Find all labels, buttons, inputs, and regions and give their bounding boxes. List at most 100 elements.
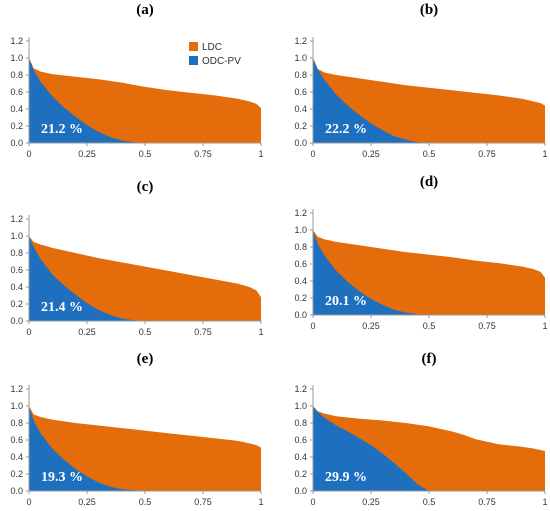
y-tick-label: 0.0: [10, 486, 23, 496]
y-tick-label: 0.2: [10, 121, 23, 131]
y-tick-label: 0.0: [10, 138, 23, 148]
x-tick-label: 0.25: [362, 149, 380, 159]
x-tick-label: 0.25: [78, 149, 96, 159]
x-tick-label: 0.5: [139, 149, 152, 159]
odc-pv-area: [313, 230, 545, 315]
x-tick-label: 0: [310, 149, 315, 159]
y-tick-label: 0.8: [10, 248, 23, 258]
y-tick-label: 0.6: [10, 87, 23, 97]
x-tick-label: 0.75: [478, 321, 496, 331]
y-tick-label: 1.2: [10, 214, 23, 224]
x-tick-label: 0: [310, 321, 315, 331]
y-tick-label: 0.4: [10, 104, 23, 114]
x-tick-label: 0.5: [423, 149, 436, 159]
ldc-area: [29, 58, 261, 143]
x-tick-label: 1: [258, 497, 263, 507]
y-tick-label: 0.8: [294, 418, 307, 428]
y-tick-label: 0.4: [294, 452, 307, 462]
odc-pv-area: [313, 58, 545, 143]
y-tick-label: 1.0: [294, 401, 307, 411]
odc-pv-percentage-label: 21.4 %: [41, 300, 83, 315]
odc-pv-area: [29, 236, 261, 321]
y-tick-label: 0.6: [294, 87, 307, 97]
y-tick-label: 0.8: [10, 70, 23, 80]
legend-label: ODC-PV: [202, 56, 241, 67]
y-tick-label: 0.0: [294, 310, 307, 320]
panel-label: (f): [422, 351, 437, 367]
x-tick-label: 1: [542, 497, 547, 507]
panel-label: (e): [137, 351, 154, 367]
odc-pv-percentage-label: 22.2 %: [325, 122, 367, 137]
x-tick-label: 0.75: [194, 327, 212, 337]
y-tick-label: 1.2: [294, 36, 307, 46]
x-tick-label: 0.25: [362, 321, 380, 331]
x-tick-label: 0.5: [423, 321, 436, 331]
odc-pv-percentage-label: 20.1 %: [325, 294, 367, 309]
y-tick-label: 0.0: [294, 138, 307, 148]
x-tick-label: 0: [26, 497, 31, 507]
y-tick-label: 0.2: [10, 299, 23, 309]
y-tick-label: 1.0: [10, 401, 23, 411]
y-tick-label: 0.4: [10, 282, 23, 292]
y-tick-label: 0.2: [294, 469, 307, 479]
x-tick-label: 0.75: [478, 497, 496, 507]
x-tick-label: 0.25: [78, 497, 96, 507]
y-tick-label: 0.8: [294, 70, 307, 80]
x-tick-label: 0.75: [194, 497, 212, 507]
panel-label: (a): [136, 2, 154, 18]
panel-label: (c): [137, 179, 154, 195]
legend-swatch: [189, 56, 198, 65]
y-tick-label: 0.2: [294, 293, 307, 303]
x-tick-label: 0: [26, 149, 31, 159]
x-tick-label: 0.75: [194, 149, 212, 159]
y-tick-label: 0.4: [10, 452, 23, 462]
y-tick-label: 0.6: [294, 259, 307, 269]
ldc-area: [313, 230, 545, 315]
y-tick-label: 0.6: [10, 435, 23, 445]
y-tick-label: 0.8: [294, 242, 307, 252]
odc-pv-percentage-label: 21.2 %: [41, 122, 83, 137]
y-tick-label: 0.4: [294, 276, 307, 286]
panel-label: (d): [420, 174, 438, 190]
x-tick-label: 1: [258, 149, 263, 159]
x-tick-label: 0.5: [139, 497, 152, 507]
y-tick-label: 0.0: [294, 486, 307, 496]
y-tick-label: 1.2: [294, 208, 307, 218]
y-tick-label: 1.2: [10, 36, 23, 46]
odc-pv-percentage-label: 29.9 %: [325, 470, 367, 485]
x-tick-label: 1: [542, 149, 547, 159]
ldc-area: [29, 406, 261, 491]
odc-pv-area: [313, 406, 545, 491]
odc-pv-area: [29, 406, 261, 491]
y-tick-label: 1.2: [10, 384, 23, 394]
y-tick-label: 0.6: [10, 265, 23, 275]
x-tick-label: 0.25: [78, 327, 96, 337]
x-tick-label: 0.5: [423, 497, 436, 507]
x-tick-label: 0: [26, 327, 31, 337]
ldc-area: [313, 58, 545, 143]
panel-label: (b): [420, 2, 438, 18]
y-tick-label: 0.4: [294, 104, 307, 114]
y-tick-label: 0.2: [10, 469, 23, 479]
x-tick-label: 0.5: [139, 327, 152, 337]
x-tick-label: 0.75: [478, 149, 496, 159]
y-tick-label: 1.0: [294, 225, 307, 235]
y-tick-label: 0.8: [10, 418, 23, 428]
odc-pv-area: [29, 58, 261, 143]
x-tick-label: 0: [310, 497, 315, 507]
legend-swatch: [189, 42, 198, 51]
x-tick-label: 0.25: [362, 497, 380, 507]
y-tick-label: 0.0: [10, 316, 23, 326]
x-tick-label: 1: [258, 327, 263, 337]
y-tick-label: 0.6: [294, 435, 307, 445]
y-tick-label: 0.2: [294, 121, 307, 131]
y-tick-label: 1.0: [10, 231, 23, 241]
y-tick-label: 1.0: [10, 53, 23, 63]
ldc-area: [29, 236, 261, 321]
x-tick-label: 1: [542, 321, 547, 331]
odc-pv-percentage-label: 19.3 %: [41, 470, 83, 485]
y-tick-label: 1.2: [294, 384, 307, 394]
y-tick-label: 1.0: [294, 53, 307, 63]
legend-label: LDC: [202, 42, 222, 53]
